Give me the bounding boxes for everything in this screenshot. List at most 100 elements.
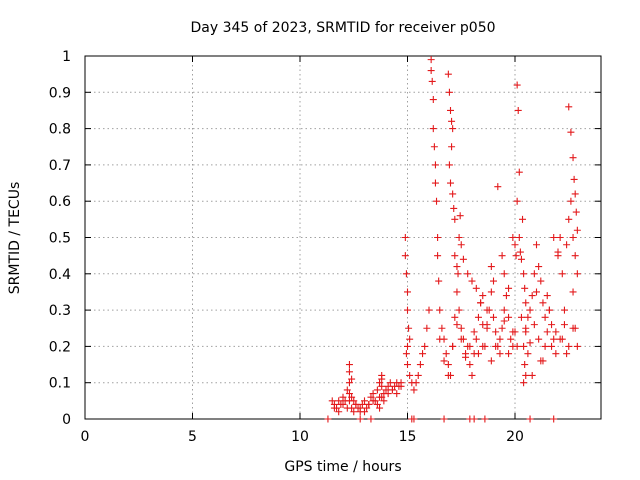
data-point — [451, 252, 459, 260]
data-point — [434, 252, 442, 260]
data-point — [505, 350, 513, 358]
data-point — [453, 263, 461, 271]
data-point — [419, 350, 427, 358]
data-point — [515, 168, 523, 176]
data-point — [373, 386, 381, 394]
data-point — [500, 317, 508, 325]
data-point — [520, 342, 528, 350]
data-point — [462, 353, 470, 361]
data-point — [339, 393, 347, 401]
data-point — [352, 400, 360, 408]
y-axis-title: SRMTID / TECUs — [7, 182, 23, 295]
data-point — [539, 299, 547, 307]
data-point — [457, 324, 465, 332]
data-point — [431, 179, 439, 187]
data-point — [404, 288, 411, 296]
data-point — [541, 313, 549, 321]
data-point — [445, 88, 453, 96]
data-point — [456, 212, 464, 220]
data-point — [328, 397, 336, 405]
data-point — [502, 292, 510, 300]
data-point — [569, 288, 577, 296]
data-point — [449, 190, 457, 198]
data-point — [436, 335, 444, 343]
data-point — [436, 306, 444, 314]
data-point — [348, 404, 356, 412]
data-point — [388, 386, 396, 394]
y-tick-label: 1 — [62, 49, 71, 65]
data-point — [541, 342, 549, 350]
data-point — [356, 404, 364, 412]
data-point — [565, 342, 573, 350]
data-point — [573, 226, 581, 234]
data-point — [483, 321, 491, 329]
data-point — [492, 342, 500, 350]
data-point — [442, 350, 450, 358]
data-point — [358, 400, 366, 408]
data-point — [552, 328, 560, 336]
data-point — [507, 335, 515, 343]
data-point — [339, 400, 347, 408]
data-point — [449, 342, 457, 350]
data-point — [450, 204, 458, 212]
chart-title: Day 345 of 2023, SRMTID for receiver p05… — [190, 20, 495, 36]
data-point — [380, 397, 388, 405]
data-point — [384, 390, 392, 398]
data-point — [378, 382, 386, 390]
data-point — [526, 306, 534, 314]
data-point — [558, 270, 566, 278]
data-point — [453, 288, 461, 296]
data-point — [350, 408, 358, 416]
data-point — [455, 234, 463, 241]
data-point — [410, 386, 418, 394]
data-point — [526, 415, 534, 423]
data-point — [447, 179, 454, 187]
data-point — [464, 270, 472, 278]
data-point — [524, 350, 532, 358]
data-point — [378, 371, 386, 379]
data-point — [520, 270, 528, 278]
data-point — [434, 234, 442, 241]
data-point — [410, 415, 418, 423]
data-point — [560, 306, 568, 314]
data-point — [369, 397, 377, 405]
data-point — [569, 234, 577, 241]
data-point — [405, 324, 413, 332]
data-point — [330, 404, 338, 412]
data-point — [457, 335, 465, 343]
data-point — [367, 393, 375, 401]
data-point — [345, 361, 353, 369]
data-point — [530, 321, 538, 329]
data-point — [345, 379, 353, 387]
data-point — [345, 368, 353, 376]
data-point — [509, 234, 517, 241]
data-point — [382, 386, 390, 394]
data-point — [435, 277, 443, 285]
data-point — [427, 67, 435, 75]
data-point — [404, 361, 411, 369]
data-point — [500, 306, 508, 314]
data-point — [505, 313, 513, 321]
data-point — [468, 371, 476, 379]
data-point — [345, 397, 353, 405]
y-tick-label: 0.5 — [49, 231, 71, 247]
x-tick-label: 20 — [506, 429, 524, 445]
data-point — [356, 415, 364, 423]
data-point — [496, 350, 504, 358]
data-point — [512, 252, 520, 260]
data-point — [539, 357, 547, 365]
data-point — [511, 241, 519, 249]
data-point — [496, 335, 504, 343]
y-tick-label: 0.9 — [49, 85, 71, 101]
data-point — [416, 361, 424, 369]
data-point — [528, 371, 536, 379]
data-point — [376, 404, 384, 412]
data-point — [433, 197, 441, 205]
data-point — [494, 183, 502, 191]
data-point — [454, 270, 462, 278]
data-point — [516, 248, 524, 256]
data-point — [498, 252, 506, 260]
data-point — [487, 263, 495, 271]
data-point — [369, 390, 377, 398]
data-point — [402, 350, 410, 358]
